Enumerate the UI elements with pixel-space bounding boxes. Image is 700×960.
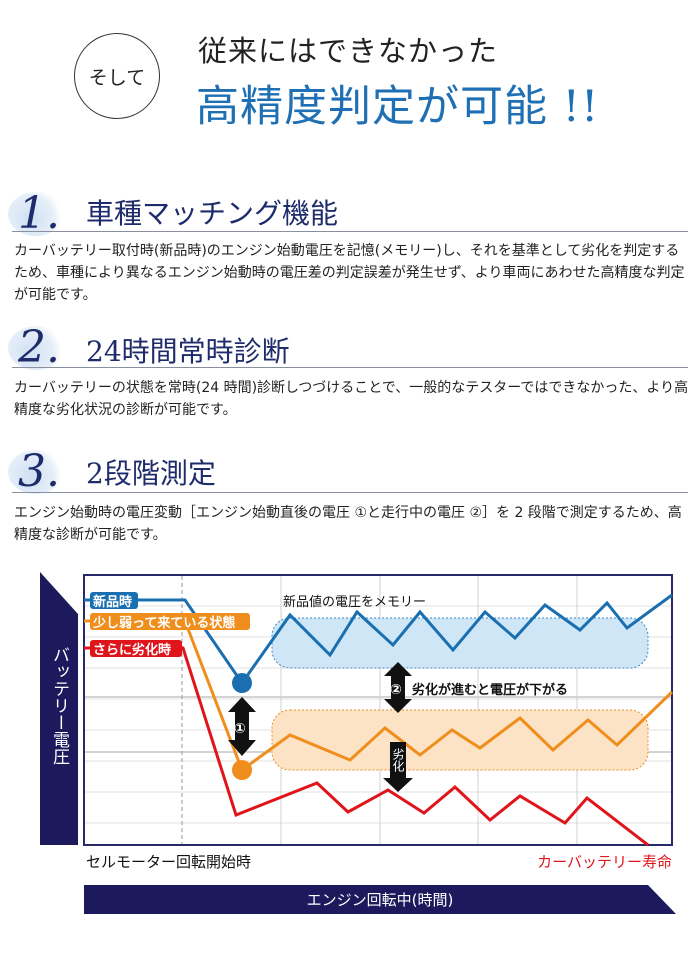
legend-degraded-bg bbox=[90, 640, 182, 657]
section-3-body: エンジン始動時の電圧変動［エンジン始動直後の電圧 ①と走行中の電圧 ②］を 2 … bbox=[14, 505, 682, 543]
voltage-diagram: バッテリー電圧 新品時 少し弱って来ている状態 さらに劣化時 新品値の電圧をメモ… bbox=[40, 572, 676, 914]
legend-degraded: さらに劣化時 bbox=[93, 642, 171, 658]
legend-weak: 少し弱って来ている状態 bbox=[92, 615, 235, 631]
double-arrow-1 bbox=[228, 697, 256, 756]
double-arrow-2 bbox=[384, 662, 412, 713]
section-2-body: カーバッテリーの状態を常時(24 時間)診断しつづけることで、一般的なテスターで… bbox=[14, 380, 689, 418]
section-2-title: 24時間常時診断 bbox=[86, 335, 290, 368]
divider bbox=[12, 492, 688, 493]
series-line-new bbox=[84, 593, 673, 686]
series-line-degraded bbox=[84, 646, 649, 847]
legend-new-bg bbox=[90, 592, 138, 609]
section-3-number: 3. bbox=[8, 446, 68, 497]
marker-2-text: 劣化が進むと電圧が下がる bbox=[412, 682, 568, 698]
degrade-arrow bbox=[383, 742, 413, 792]
start-dot-new bbox=[232, 673, 252, 693]
x-axis-label: エンジン回転中(時間) bbox=[307, 891, 454, 909]
x-end-label: カーバッテリー寿命 bbox=[537, 853, 672, 871]
marker-2: ② bbox=[390, 682, 402, 698]
y-axis-label: バッテリー電圧 bbox=[49, 646, 70, 765]
x-start-label: セルモーター回転開始時 bbox=[86, 853, 251, 871]
soshite-badge: そして bbox=[74, 33, 160, 119]
headline-line1: 従来にはできなかった bbox=[198, 34, 499, 68]
degraded-band bbox=[271, 709, 649, 771]
section-2-number: 2. bbox=[8, 322, 68, 373]
headline-line2: 高精度判定が可能 !! bbox=[196, 82, 600, 132]
section-1-body: カーバッテリー取付時(新品時)のエンジン始動電圧を記憶(メモリー)し、それを基準… bbox=[14, 243, 685, 303]
divider bbox=[12, 367, 688, 368]
legend-new: 新品時 bbox=[93, 594, 132, 610]
y-axis-banner bbox=[40, 572, 78, 845]
badge-text: そして bbox=[88, 66, 146, 89]
section-3-title: 2段階測定 bbox=[86, 457, 216, 490]
x-axis-banner bbox=[84, 885, 676, 914]
memory-label: 新品値の電圧をメモリー bbox=[283, 594, 426, 610]
degrade-label: 劣化 bbox=[391, 748, 405, 773]
legend-weak-bg bbox=[90, 613, 250, 630]
divider bbox=[12, 231, 688, 232]
marker-1: ① bbox=[234, 721, 246, 737]
start-dot-weak bbox=[232, 760, 252, 780]
section-1-number: 1. bbox=[8, 188, 68, 239]
section-1-title: 車種マッチング機能 bbox=[86, 197, 339, 230]
